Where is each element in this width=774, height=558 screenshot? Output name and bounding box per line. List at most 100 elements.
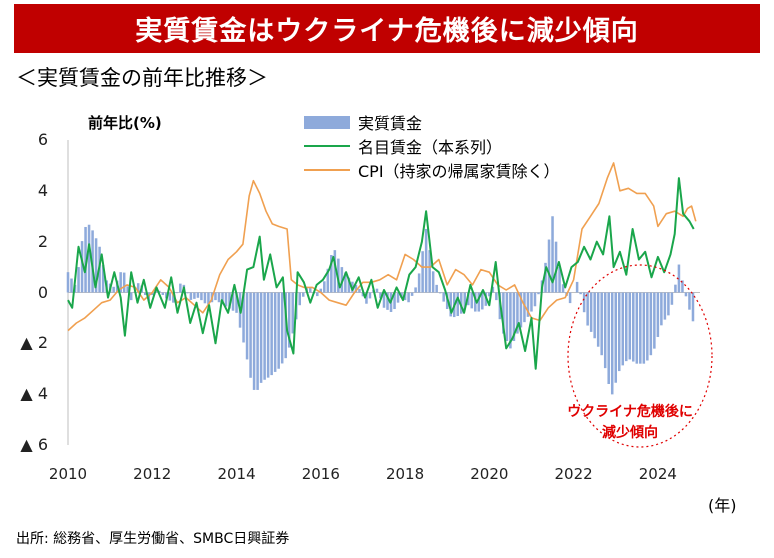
real-wage-bar — [203, 292, 207, 304]
real-wage-bar — [586, 292, 589, 326]
real-wage-bar — [526, 292, 530, 317]
x-tick-label: 2014 — [217, 465, 256, 483]
real-wage-bar — [77, 267, 80, 293]
real-wage-bar — [379, 292, 382, 299]
real-wage-bar — [463, 292, 467, 310]
real-wage-bar — [309, 288, 312, 293]
real-wage-bar — [298, 292, 301, 306]
real-wage-bar — [477, 292, 481, 312]
real-wage-bar — [273, 292, 277, 372]
y-tick-label: 2 — [37, 231, 48, 251]
x-tick-label: 2010 — [48, 465, 88, 483]
real-wage-bar — [456, 292, 459, 317]
real-wage-bar — [151, 292, 154, 296]
real-wage-bar — [129, 292, 133, 301]
chart-subtitle: ＜実質賃金の前年比推移＞ — [16, 66, 268, 90]
real-wage-bar — [287, 292, 291, 348]
real-wage-bar — [186, 292, 189, 294]
real-wage-bar — [333, 250, 337, 293]
real-wage-bar — [614, 292, 617, 383]
legend-item-nominal-wage: 名目賃金（本系列） — [304, 134, 502, 158]
real-wage-bar — [417, 273, 421, 293]
x-tick-label: 2018 — [385, 465, 425, 483]
x-tick-label: 2016 — [301, 465, 340, 483]
real-wage-bar — [189, 292, 193, 300]
real-wage-bar — [316, 292, 319, 297]
real-wage-bar — [84, 226, 87, 293]
banner-title: 実質賃金はウクライナ危機後に減少傾向 — [135, 16, 639, 47]
real-wage-bar — [375, 288, 379, 293]
real-wage-bar — [561, 284, 565, 293]
real-wage-bar — [319, 288, 323, 293]
real-wage-bar — [207, 292, 210, 305]
real-wage-bar — [200, 292, 203, 301]
y-tick-label: ▲ 4 — [20, 384, 48, 404]
real-wage-bar — [259, 292, 263, 383]
real-wage-bar — [301, 292, 305, 297]
real-wage-bar — [431, 271, 435, 293]
real-wage-bar — [410, 292, 414, 296]
real-wage-bar — [368, 292, 372, 299]
real-wage-bar — [495, 292, 498, 301]
real-wage-bar — [610, 292, 614, 395]
real-wage-bar — [224, 292, 228, 307]
real-wage-bar — [326, 268, 330, 293]
y-axis-label: 前年比(%) — [88, 114, 162, 132]
real-wage-bar — [533, 292, 537, 307]
real-wage-bar — [361, 292, 365, 297]
real-wage-bar — [663, 292, 667, 320]
real-wage-bar — [330, 255, 333, 293]
real-wage-bar — [582, 292, 586, 313]
real-wage-bar — [217, 292, 221, 303]
real-wage-bar — [660, 292, 663, 326]
real-wage-bar — [249, 292, 252, 378]
title-banner: 実質賃金はウクライナ危機後に減少傾向 — [14, 4, 760, 53]
highlight-ellipse — [567, 264, 713, 448]
real-wage-bar — [270, 292, 273, 376]
real-wage-bar — [603, 292, 607, 369]
real-wage-bar — [193, 292, 196, 299]
real-wage-bar — [628, 292, 632, 360]
real-wage-bar — [470, 292, 474, 309]
real-wage-bar — [179, 283, 182, 293]
real-wage-bar — [449, 292, 452, 317]
real-wage-bar — [488, 292, 491, 297]
real-wage-bar — [537, 292, 540, 295]
real-wage-bar — [396, 292, 400, 303]
real-wage-bar — [168, 292, 172, 301]
real-wage-bar — [101, 265, 105, 293]
real-wage-bar — [625, 292, 628, 362]
real-wage-bar — [214, 292, 217, 301]
x-axis-unit: (年) — [708, 496, 737, 515]
legend-label: 名目賃金（本系列） — [358, 138, 503, 157]
x-tick-label: 2024 — [638, 465, 677, 483]
real-wage-bar — [165, 292, 168, 299]
real-wage-bar — [414, 287, 417, 293]
real-wage-bar — [519, 292, 523, 328]
y-tick-label: ▲ 2 — [20, 333, 48, 353]
real-wage-bar — [593, 292, 596, 339]
real-wage-bar — [263, 292, 266, 380]
real-wage-bar — [252, 292, 256, 390]
real-wage-bar — [245, 292, 249, 360]
real-wage-bar — [635, 292, 639, 364]
real-wage-bar — [442, 292, 445, 302]
real-wage-bar — [428, 250, 431, 293]
real-wage-bar — [677, 264, 681, 293]
real-wage-bar — [126, 286, 129, 293]
nominal-wage-line — [67, 177, 695, 370]
real-wage-bar — [403, 292, 407, 301]
legend-item-cpi: CPI（持家の帰属家賃除く） — [304, 158, 560, 182]
real-wage-bar — [653, 292, 656, 349]
legend-label: CPI（持家の帰属家賃除く） — [358, 162, 560, 181]
real-wage-bar — [122, 272, 126, 293]
y-tick-label: 6 — [37, 130, 48, 149]
real-wage-bar — [421, 251, 424, 293]
real-wage-bar — [266, 292, 270, 378]
y-tick-label: 4 — [37, 180, 48, 200]
real-wage-bar — [589, 292, 593, 332]
legend-item-real-wage: 実質賃金 — [304, 110, 422, 134]
real-wage-bar — [617, 292, 621, 372]
real-wage-bar — [147, 292, 151, 302]
